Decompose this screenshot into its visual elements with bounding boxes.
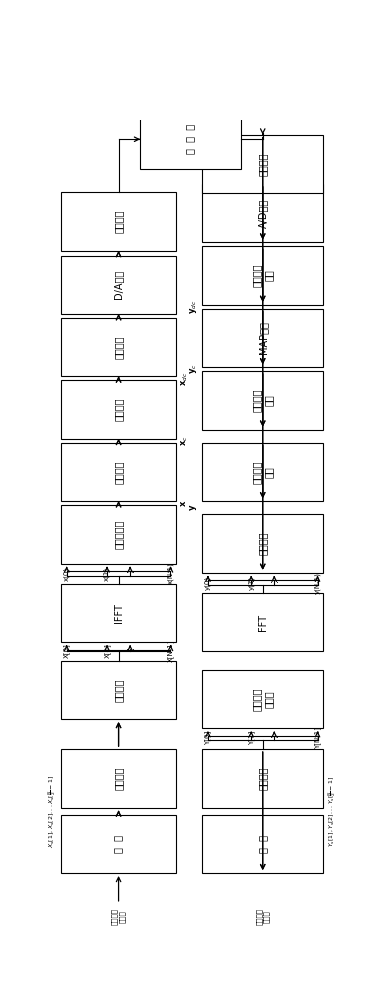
Text: X[0]: X[0]	[63, 643, 70, 658]
Text: 移除循环
前缀: 移除循环 前缀	[252, 264, 273, 287]
Bar	[202, 184, 323, 242]
Text: Y[1]: Y[1]	[248, 731, 254, 745]
Text: 倍增滤波: 倍增滤波	[113, 398, 124, 421]
Text: $Y_s[1],Y_s[2]...Y_s[\frac{N}{2}-1]$: $Y_s[1],Y_s[2]...Y_s[\frac{N}{2}-1]$	[326, 775, 338, 847]
Bar	[61, 661, 176, 719]
Text: $X_s[1],X_s[2]...X_s[\frac{N}{2}-1]$: $X_s[1],X_s[2]...X_s[\frac{N}{2}-1]$	[46, 775, 58, 848]
Text: 共轭映射: 共轭映射	[113, 678, 124, 702]
Bar	[61, 815, 176, 873]
Text: FFT: FFT	[258, 614, 268, 631]
Bar	[202, 593, 323, 651]
Bar	[61, 584, 176, 642]
Text: $\mathbf{x}_c$: $\mathbf{x}_c$	[179, 435, 190, 446]
Bar	[202, 815, 323, 873]
Text: $\mathbf{x}_{dc}$: $\mathbf{x}_{dc}$	[179, 371, 190, 386]
Text: 移除共轭
子载波: 移除共轭 子载波	[252, 687, 273, 711]
Text: 并串数换: 并串数换	[113, 460, 124, 484]
Text: $\mathbf{y}_c$: $\mathbf{y}_c$	[188, 364, 199, 374]
Bar	[202, 749, 323, 808]
Text: Y[0]: Y[0]	[205, 731, 211, 745]
Text: 接收二进
制数据: 接收二进 制数据	[256, 908, 270, 925]
Text: 光  信  道: 光 信 道	[186, 124, 196, 154]
Text: 串并数换: 串并数换	[258, 532, 268, 555]
Text: 光电转换: 光电转换	[258, 152, 268, 176]
Text: 调  制: 调 制	[113, 835, 124, 853]
Text: ···: ···	[270, 733, 279, 743]
Text: y(N-1): y(N-1)	[314, 572, 321, 594]
Text: $\mathbf{y}_{dc}$: $\mathbf{y}_{dc}$	[188, 300, 199, 314]
Text: $\mathbf{y}$: $\mathbf{y}$	[188, 504, 199, 511]
Text: ···: ···	[270, 578, 279, 588]
Text: Y[N-1]: Y[N-1]	[314, 727, 321, 749]
Text: y(1): y(1)	[248, 576, 254, 590]
Text: x(1): x(1)	[104, 566, 110, 581]
Text: y(0): y(0)	[205, 576, 211, 590]
Text: D/A转换: D/A转换	[113, 270, 124, 299]
Text: MAP检测: MAP检测	[258, 321, 268, 354]
Bar	[61, 749, 176, 808]
Text: 乘性滤波: 乘性滤波	[113, 335, 124, 359]
Bar	[202, 309, 323, 367]
Bar	[202, 670, 323, 728]
Text: $\mathbf{x}$: $\mathbf{x}$	[179, 499, 188, 507]
Bar	[61, 318, 176, 376]
Bar	[202, 443, 323, 501]
Text: 倍增滤波
接收: 倍增滤波 接收	[252, 460, 273, 484]
Bar	[202, 246, 323, 305]
Text: X[1]: X[1]	[104, 643, 110, 658]
Text: A/D转换: A/D转换	[258, 199, 268, 228]
Text: X[N-1]: X[N-1]	[167, 639, 174, 662]
Text: 加循环前缀: 加循环前缀	[113, 520, 124, 549]
Bar	[61, 443, 176, 501]
Bar	[61, 380, 176, 439]
Bar	[202, 371, 323, 430]
Bar	[202, 514, 323, 573]
Bar	[61, 256, 176, 314]
Text: 电光转换: 电光转换	[113, 210, 124, 233]
Text: 输入二进
制数据: 输入二进 制数据	[112, 908, 126, 925]
Text: IFFT: IFFT	[113, 603, 124, 623]
Text: 串并数换: 串并数换	[113, 767, 124, 790]
Bar	[202, 135, 323, 193]
Text: ···: ···	[126, 569, 135, 579]
Bar	[61, 192, 176, 251]
Text: 乘性滤波
接收: 乘性滤波 接收	[252, 389, 273, 412]
Bar	[61, 505, 176, 564]
Text: 解  调: 解 调	[258, 835, 268, 853]
Text: x(N-1): x(N-1)	[167, 563, 174, 584]
Text: x(0): x(0)	[64, 566, 70, 581]
Text: ···: ···	[126, 646, 135, 656]
Text: 并串数换: 并串数换	[258, 767, 268, 790]
Bar	[140, 110, 241, 169]
